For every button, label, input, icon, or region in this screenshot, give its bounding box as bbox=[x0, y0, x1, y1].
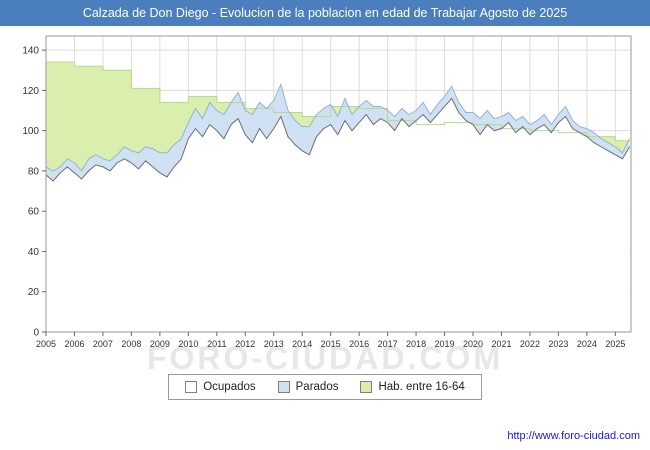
legend-box: Ocupados Parados Hab. entre 16-64 bbox=[168, 374, 482, 400]
parados-swatch-icon bbox=[277, 381, 290, 393]
page-title: Calzada de Don Diego - Evolucion de la p… bbox=[82, 6, 568, 20]
y-tick-label: 20 bbox=[28, 287, 40, 298]
y-tick-label: 60 bbox=[28, 207, 40, 218]
legend-item-hab: Hab. entre 16-64 bbox=[360, 381, 465, 393]
x-tick-label: 2016 bbox=[349, 339, 369, 349]
x-tick-label: 2018 bbox=[406, 339, 426, 349]
y-tick-label: 40 bbox=[28, 247, 40, 258]
watermark: FORO-CIUDAD.COM bbox=[146, 340, 504, 376]
ocupados-swatch-icon bbox=[185, 381, 198, 393]
ocupados-line bbox=[45, 97, 631, 182]
y-tick-label: 120 bbox=[22, 86, 39, 97]
chart-container: 0 20 40 60 80 100 120 140 2005 2006 2007 2008 2009 20… bbox=[0, 30, 650, 354]
x-tick-label: 2006 bbox=[64, 339, 84, 349]
legend-item-ocupados: Ocupados bbox=[185, 381, 256, 393]
y-tick-label: 100 bbox=[22, 126, 39, 137]
x-tick-label: 2012 bbox=[235, 339, 255, 349]
x-tick-label: 2007 bbox=[93, 339, 113, 349]
parados-line bbox=[45, 82, 631, 172]
legend-label-ocupados: Ocupados bbox=[203, 381, 256, 393]
x-tick-label: 2025 bbox=[605, 339, 625, 349]
x-tick-label: 2014 bbox=[292, 339, 312, 349]
legend: Ocupados Parados Hab. entre 16-64 bbox=[0, 374, 650, 400]
population-chart-svg: 0 20 40 60 80 100 120 140 2005 2006 2007 2008 2009 20… bbox=[22, 35, 632, 349]
x-tick-label: 2005 bbox=[36, 339, 56, 349]
x-tick-label: 2023 bbox=[548, 339, 568, 349]
legend-item-parados: Parados bbox=[277, 381, 339, 393]
y-tick-label: 0 bbox=[33, 328, 39, 339]
x-tick-label: 2013 bbox=[264, 339, 284, 349]
x-tick-label: 2008 bbox=[121, 339, 141, 349]
y-tick-label: 140 bbox=[22, 46, 39, 57]
x-tick-label: 2022 bbox=[520, 339, 540, 349]
legend-label-hab: Hab. entre 16-64 bbox=[378, 381, 465, 393]
hab-swatch-icon bbox=[360, 381, 373, 393]
title-bar: Calzada de Don Diego - Evolucion de la p… bbox=[0, 0, 650, 26]
x-tick-label: 2009 bbox=[150, 339, 170, 349]
x-tick-label: 2024 bbox=[577, 339, 597, 349]
x-tick-label: 2017 bbox=[378, 339, 398, 349]
footer: http://www.foro-ciudad.com bbox=[507, 430, 640, 442]
x-tick-label: 2010 bbox=[178, 339, 198, 349]
x-tick-label: 2015 bbox=[321, 339, 341, 349]
ocupados-area bbox=[46, 98, 630, 332]
legend-label-parados: Parados bbox=[295, 381, 339, 393]
x-tick-label: 2019 bbox=[435, 339, 455, 349]
foro-ciudad-link[interactable]: http://www.foro-ciudad.com bbox=[507, 430, 640, 442]
y-tick-label: 80 bbox=[28, 166, 40, 177]
x-tick-label: 2020 bbox=[463, 339, 483, 349]
x-tick-label: 2021 bbox=[491, 339, 511, 349]
plot-border bbox=[45, 35, 632, 333]
x-tick-label: 2011 bbox=[207, 339, 226, 349]
